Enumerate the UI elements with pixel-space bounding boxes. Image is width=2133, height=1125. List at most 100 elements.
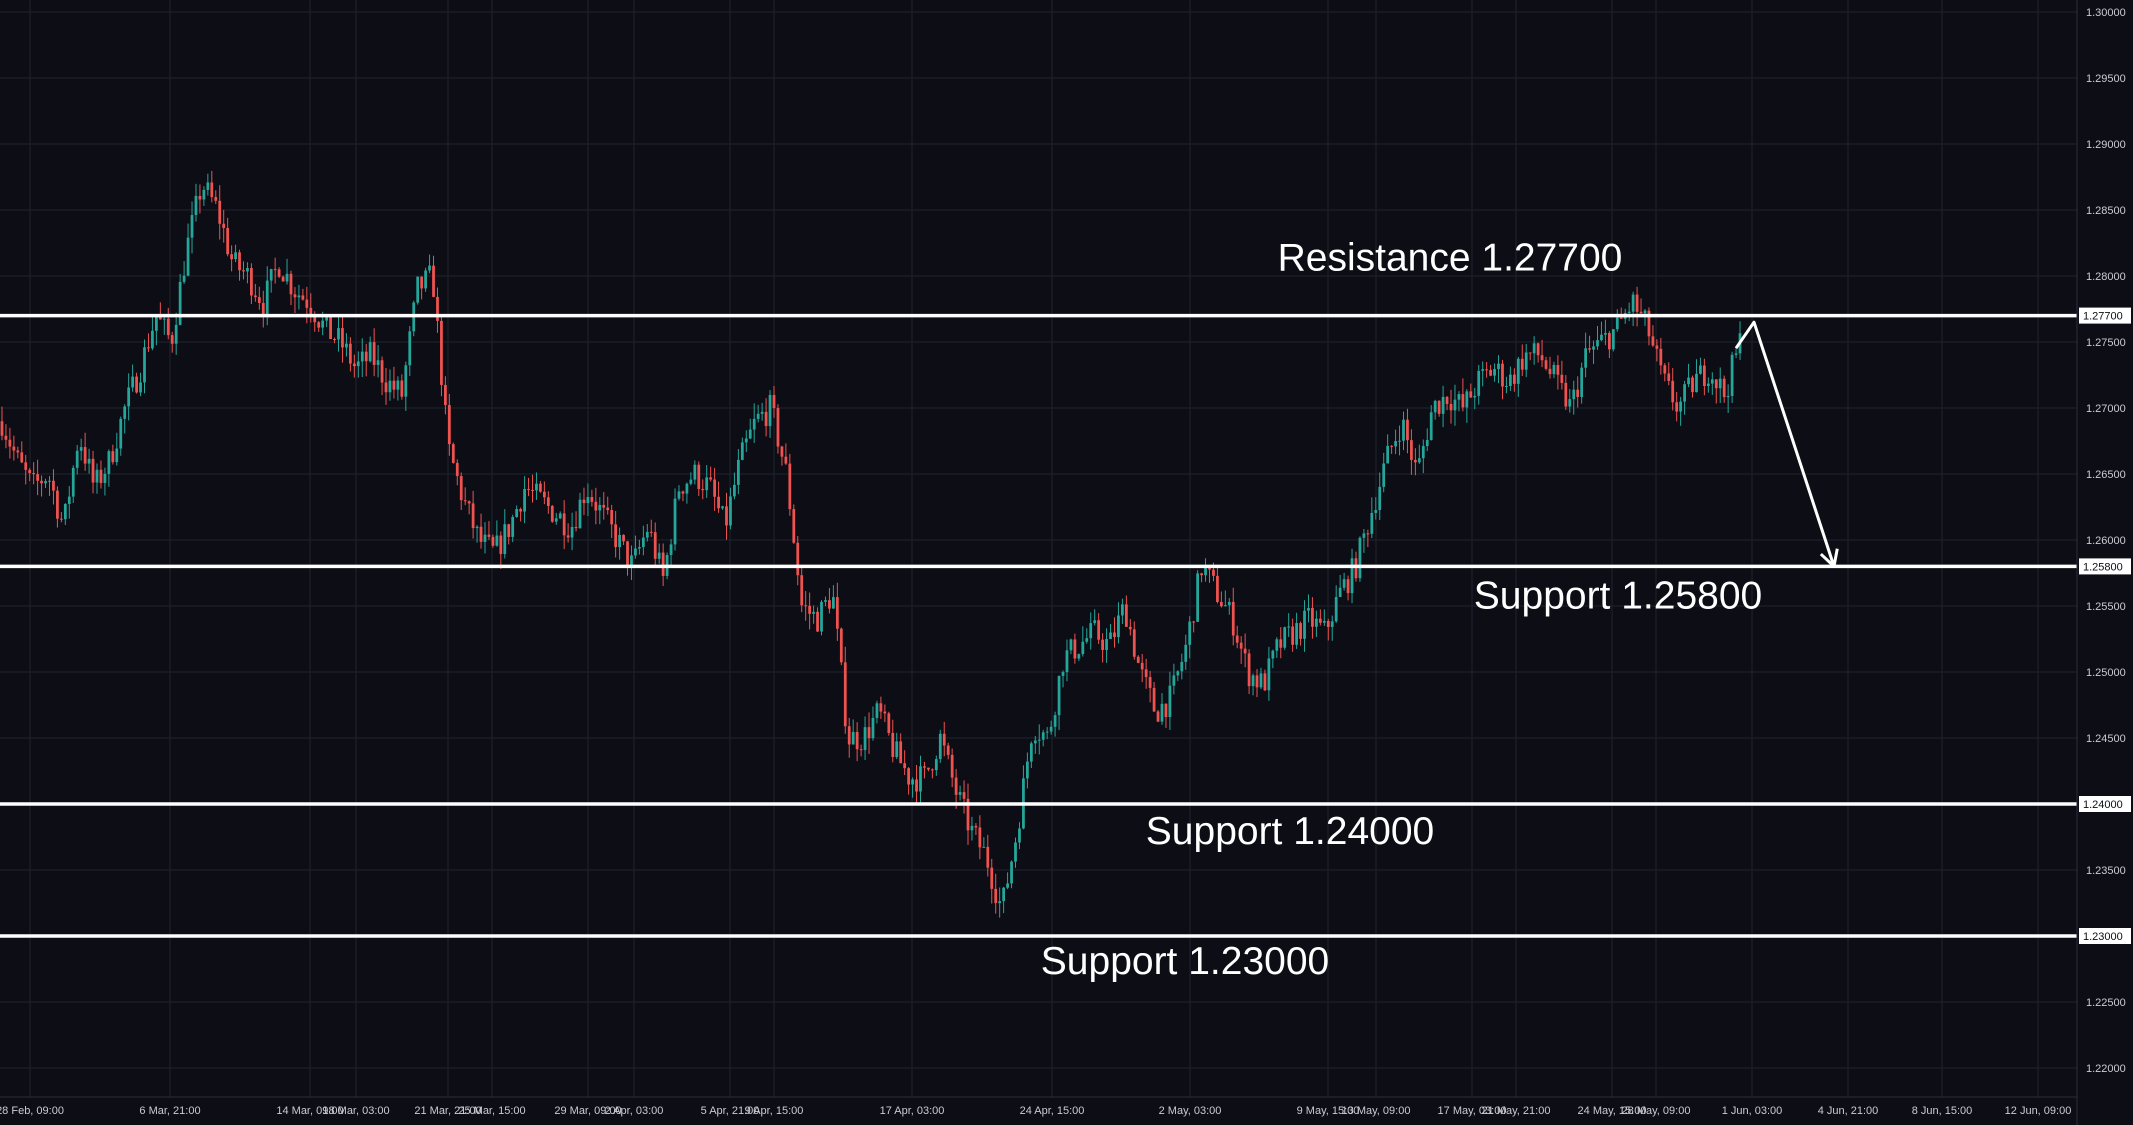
candle [1105,628,1108,663]
candle [1117,602,1120,644]
candle [1600,321,1603,342]
candle [764,398,768,437]
candle [1041,729,1045,747]
candle [1722,375,1726,403]
candle [681,490,685,502]
projection-arrowhead [1819,548,1839,568]
candle [1029,741,1033,768]
candle [1390,445,1394,454]
candle [1144,658,1148,689]
candle [1299,621,1302,646]
candle [1556,355,1560,390]
candle [48,476,51,496]
candle [535,472,538,500]
level-price-tag-text: 1.23000 [2083,931,2123,943]
y-axis[interactable]: 1.30000 1.29500 1.29000 1.28500 1.28000 1.275… [2076,0,2131,1125]
candle [1346,575,1350,601]
candle [1196,570,1200,622]
candle [776,404,780,454]
candle [1734,347,1738,359]
candle [946,742,950,760]
candle [210,170,214,203]
projection-arrow-line[interactable] [1734,320,1836,567]
candle [1402,411,1405,451]
candle [1140,653,1144,683]
candle [348,337,352,372]
candle [20,441,24,464]
candle [1370,497,1374,539]
candle [1374,497,1378,520]
candle [1251,673,1255,696]
candle [1461,378,1465,412]
candle [1002,886,1006,914]
candle [1639,298,1643,316]
y-tick-label: 1.29000 [2086,139,2126,151]
candle [891,719,895,763]
candle [1018,822,1021,850]
x-tick-label: 2 Apr, 03:00 [605,1105,664,1117]
candle [198,184,202,214]
candle [1124,595,1128,627]
candle [1180,653,1184,680]
level-price-tag: 1.23000 [2079,928,2131,944]
y-tick-label: 1.28000 [2086,271,2126,283]
candle [673,488,677,551]
candle [416,276,420,305]
candle [1330,615,1334,641]
candle [1045,727,1049,740]
candle [277,267,281,278]
candle [1611,329,1615,352]
candle [1655,339,1659,362]
candle [154,316,158,346]
candle [380,356,384,396]
y-tick-label: 1.22500 [2086,997,2126,1009]
candle [297,284,301,310]
candle [586,483,590,516]
x-axis[interactable]: 28 Feb, 09:00 6 Mar, 21:00 14 Mar, 09:0018… [0,1096,2077,1117]
candle [1097,613,1101,645]
x-tick-label: 12 Jun, 09:00 [2005,1105,2072,1117]
candle [103,467,107,496]
candle [1730,351,1734,404]
candle [1726,384,1730,413]
candle [107,449,111,487]
y-tick-label: 1.23500 [2086,865,2126,877]
candle [404,361,408,411]
x-tick-label: 2 May, 03:00 [1159,1105,1222,1117]
candle [1049,720,1053,735]
candle [1564,375,1568,410]
candle [1481,361,1485,387]
candle [372,328,376,377]
candle [463,487,467,506]
candle [792,504,796,544]
candle [396,376,400,401]
candle [974,822,978,836]
candle [919,755,922,803]
candle [542,481,546,505]
x-tick-label: 5 Apr, 21:00 [701,1105,760,1117]
candle [950,748,954,788]
candle [1069,638,1073,655]
x-tick-label: 17 Apr, 03:00 [880,1105,945,1117]
candle [1512,368,1516,392]
candle [1093,609,1097,626]
x-tick-label: 1 Jun, 03:00 [1722,1105,1783,1117]
candle [693,460,697,485]
candle [194,183,198,222]
candle [111,444,115,465]
candle [1216,565,1219,604]
candle [962,780,966,814]
candle [942,721,946,757]
levels-layer: Resistance 1.27700 Support 1.25800 Support… [0,237,2077,983]
candle [1101,633,1104,663]
candle [1311,597,1314,639]
candle [907,767,910,795]
candle [1524,343,1528,378]
candle [824,596,827,607]
candle [75,445,79,475]
candle [594,487,598,525]
candle [1425,428,1429,452]
candle [772,385,776,418]
